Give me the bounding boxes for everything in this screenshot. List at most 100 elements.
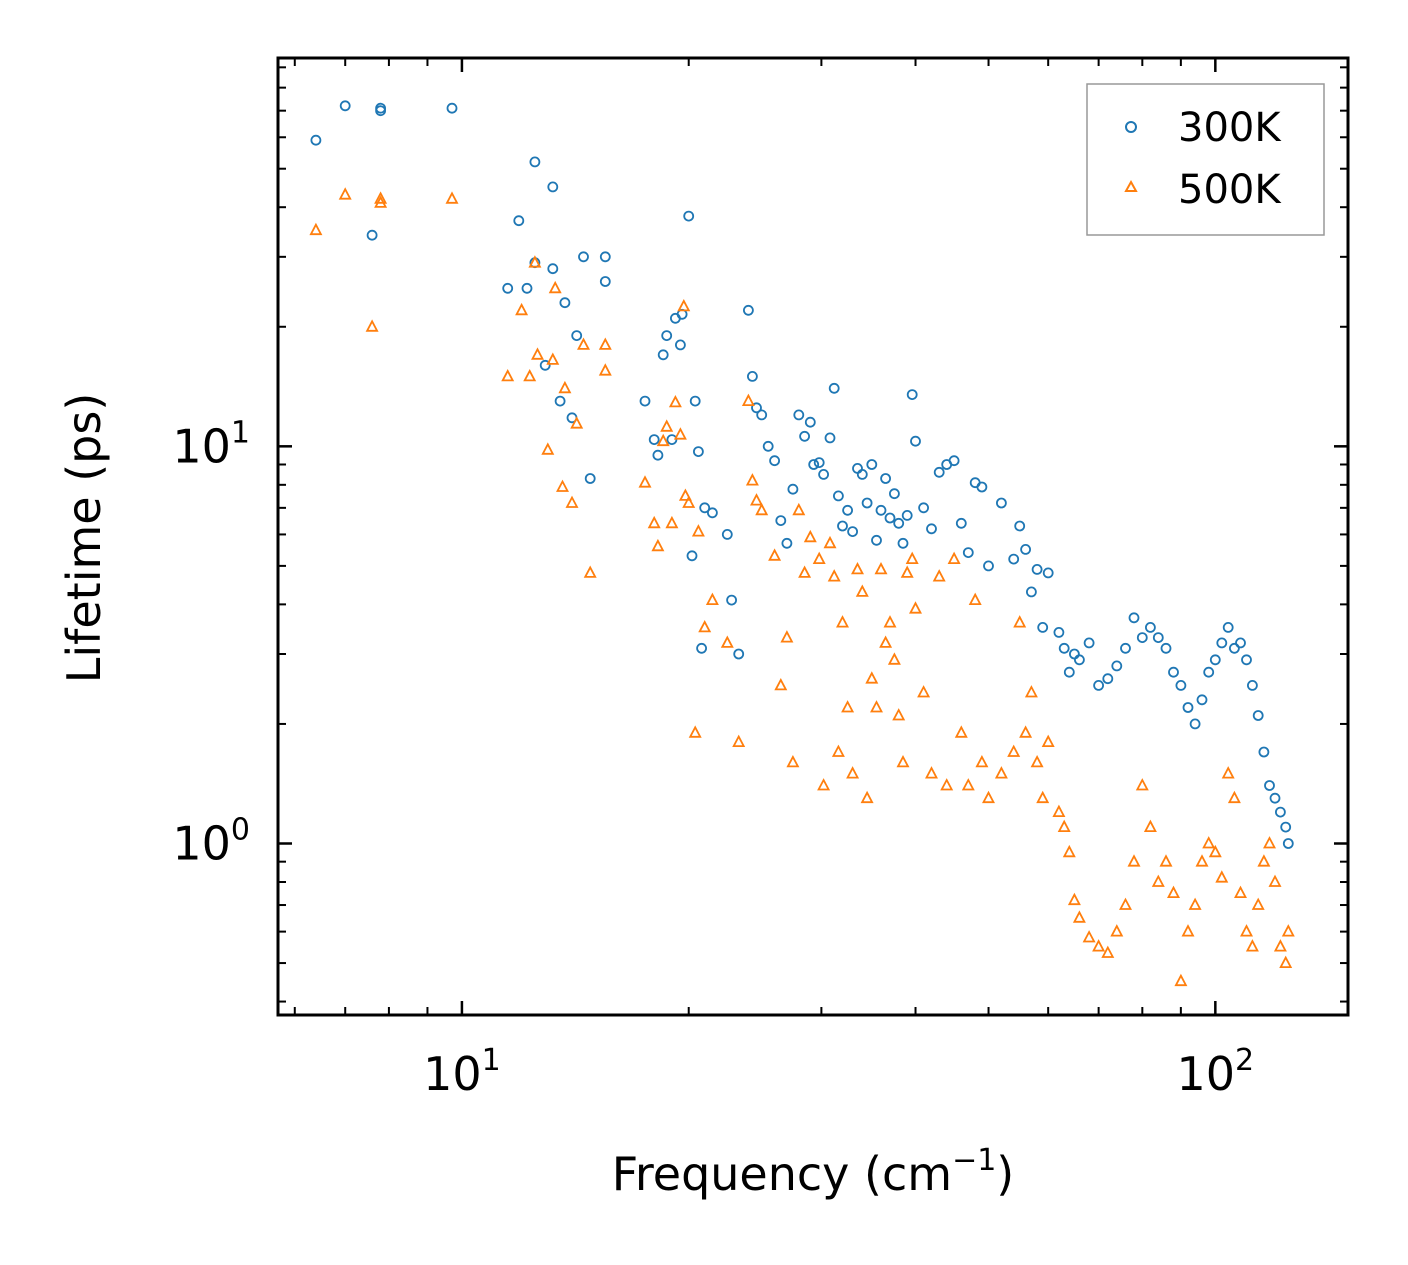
data-point-300K [547, 263, 559, 275]
data-point-500K [1067, 892, 1081, 906]
data-point-500K [1167, 885, 1180, 898]
data-point-500K [1240, 924, 1253, 937]
data-point-300K [1252, 710, 1264, 721]
data-point-300K [686, 550, 698, 562]
data-point-500K [755, 502, 769, 516]
data-point-300K [693, 446, 704, 458]
data-point-300K [1063, 666, 1075, 678]
legend-marker-500K [1124, 179, 1138, 192]
data-point-300K [781, 537, 793, 549]
data-point-500K [768, 548, 782, 561]
data-point-500K [698, 619, 712, 633]
data-point-300K [1145, 622, 1156, 633]
data-point-500K [1101, 945, 1115, 958]
data-point-500K [827, 569, 841, 582]
data-point-500K [750, 493, 763, 506]
data-point-300K [721, 529, 733, 540]
data-point-300K [1258, 746, 1270, 758]
data-point-500K [565, 495, 579, 508]
data-point-300K [339, 100, 351, 112]
data-point-300K [1083, 637, 1095, 649]
data-point-300K [955, 517, 967, 529]
data-point-500K [855, 584, 869, 597]
data-point-300K [657, 349, 669, 361]
data-point-300K [769, 455, 780, 467]
data-point-500K [1052, 804, 1066, 817]
data-point-500K [583, 565, 597, 578]
data-point-300K [675, 339, 686, 351]
data-point-300K [310, 134, 322, 146]
data-point-300K [1275, 806, 1286, 818]
data-point-300K [1111, 660, 1123, 672]
data-point-300K [1102, 673, 1114, 685]
data-point-300K [842, 504, 853, 516]
data-point-300K [1037, 622, 1049, 633]
data-point-300K [652, 449, 664, 461]
data-point-500K [1082, 930, 1096, 943]
data-point-500K [887, 652, 901, 665]
data-point-300K [571, 330, 583, 342]
data-point-500K [1268, 874, 1282, 887]
data-point-300K [733, 648, 745, 660]
data-point-300K [1020, 544, 1031, 555]
data-point-500K [541, 442, 555, 455]
data-point-500K [982, 790, 995, 804]
data-point-500K [1019, 725, 1033, 738]
data-point-300K [521, 282, 533, 294]
data-point-300K [639, 395, 651, 407]
y-axis-title: Lifetime (ps) [57, 393, 111, 684]
data-point-500K [1273, 939, 1287, 952]
y-tick-label: 100 [172, 813, 250, 871]
data-point-300K [529, 156, 541, 168]
data-point-300K [1160, 642, 1172, 654]
data-point-300K [743, 304, 754, 316]
data-point-300K [1093, 680, 1104, 691]
data-point-500K [1151, 874, 1165, 887]
data-point-500K [647, 515, 661, 529]
data-point-500K [523, 368, 537, 382]
data-point-500K [501, 368, 515, 382]
data-point-500K [1036, 790, 1050, 804]
legend-marker-300K [1125, 121, 1137, 133]
y-tick-label: 101 [172, 415, 250, 473]
data-point-500K [917, 685, 931, 698]
data-point-300K [699, 502, 711, 514]
data-point-300K [1269, 792, 1281, 804]
data-point-300K [948, 455, 960, 467]
data-point-300K [554, 395, 566, 407]
data-point-300K [787, 483, 799, 495]
data-point-300K [1189, 718, 1201, 730]
data-point-500K [745, 473, 759, 486]
data-point-500K [660, 419, 674, 432]
data-point-300K [446, 102, 458, 114]
data-point-300K [1209, 654, 1221, 666]
data-point-300K [775, 515, 787, 526]
data-point-500K [792, 502, 806, 516]
x-tick-label: 101 [423, 1043, 501, 1101]
data-point-300K [1203, 666, 1215, 678]
data-point-500K [1159, 854, 1173, 867]
data-point-300K [824, 432, 836, 444]
data-point-300K [793, 409, 805, 421]
data-point-300K [933, 466, 945, 478]
data-point-500K [548, 280, 562, 294]
data-point-500K [688, 725, 702, 738]
data-point-500K [558, 380, 572, 394]
data-point-500K [515, 302, 529, 316]
data-point-500K [577, 337, 590, 350]
data-point-300K [926, 523, 937, 535]
data-point-500K [1263, 836, 1276, 849]
data-point-500K [803, 529, 817, 543]
data-point-300K [661, 330, 673, 342]
data-point-500K [1013, 615, 1027, 628]
data-point-300K [962, 547, 974, 558]
data-point-500K [309, 222, 323, 236]
data-point-500K [1119, 897, 1132, 910]
data-point-500K [668, 394, 682, 408]
data-point-500K [598, 337, 612, 350]
data-point-500K [883, 615, 897, 628]
data-point-300K [906, 389, 918, 401]
data-point-300K [828, 382, 840, 394]
data-point-300K [804, 416, 816, 428]
